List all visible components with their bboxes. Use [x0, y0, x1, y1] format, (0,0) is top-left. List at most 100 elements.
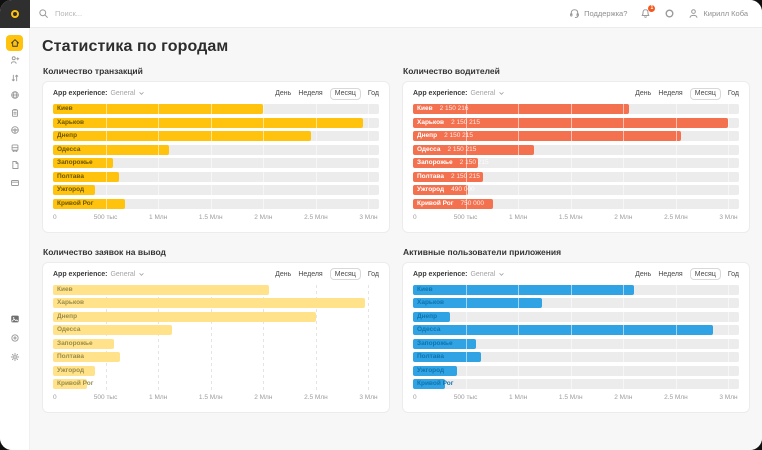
user-menu[interactable]: Кирилл Коба	[688, 8, 748, 19]
bar[interactable]: Киев 2 150 216	[413, 104, 629, 114]
bar-value: 2 150 215	[451, 118, 480, 126]
axis-tick-label: 2.5 Млн	[664, 394, 688, 401]
tab-год[interactable]: Год	[727, 90, 739, 97]
tab-месяц[interactable]: Месяц	[329, 87, 361, 100]
bar[interactable]: Днепр	[53, 131, 311, 141]
bar[interactable]: Одесса	[53, 144, 169, 155]
tab-день[interactable]: День	[275, 270, 292, 278]
tab-неделя[interactable]: Неделя	[658, 270, 683, 278]
bar[interactable]: Полтава 2 150 215	[413, 171, 484, 182]
bar[interactable]: Днепр	[413, 311, 450, 322]
bar[interactable]: Полтава	[53, 352, 121, 362]
bar-row: Одесса	[53, 144, 379, 155]
sidebar-item-transfer-arrows[interactable]	[6, 70, 23, 86]
bar[interactable]: Одесса 2 150 215	[413, 144, 534, 155]
bar[interactable]: Запорожье	[413, 338, 477, 349]
bar[interactable]: Кривой Рог	[413, 379, 453, 389]
bar[interactable]: Запорожье	[53, 338, 114, 349]
tab-день[interactable]: День	[635, 270, 652, 278]
bar[interactable]: Запорожье 2 150 215	[413, 158, 489, 168]
axis-tick-label: 1.5 Млн	[198, 213, 223, 221]
app-experience-filter[interactable]: App experience: General	[413, 90, 505, 97]
search-box[interactable]	[38, 8, 569, 19]
bar[interactable]: Ужгород	[53, 185, 96, 195]
tab-день[interactable]: День	[635, 90, 652, 97]
axis-tick-label: 2 Млн	[614, 213, 633, 221]
notifications-button[interactable]: 1	[640, 5, 656, 19]
bar[interactable]: Харьков 2 150 215	[413, 117, 729, 128]
tab-месяц[interactable]: Месяц	[689, 268, 721, 280]
bar-plot: Киев 2 150 216 Харьков 2 150 215 Днепр 2 150 …	[413, 104, 739, 225]
bar[interactable]: Киев	[413, 284, 634, 295]
sidebar-item-bus[interactable]	[6, 140, 23, 156]
sidebar-item-clipboard[interactable]	[6, 105, 23, 121]
bar[interactable]: Харьков	[413, 298, 543, 308]
bar-row: Харьков	[53, 298, 379, 308]
app-experience-filter[interactable]: App experience: General	[53, 90, 145, 97]
tab-месяц[interactable]: Месяц	[329, 268, 361, 280]
bar[interactable]: Днепр	[53, 311, 316, 322]
axis-tick-label: 3 Млн	[359, 213, 378, 221]
sidebar-item-globe[interactable]	[6, 87, 23, 103]
bar[interactable]: Запорожье	[53, 158, 113, 168]
bar-city-label: Одесса	[57, 145, 81, 153]
sidebar-item-home[interactable]	[6, 34, 23, 51]
tab-неделя[interactable]: Неделя	[658, 90, 683, 97]
bar[interactable]: Днепр 2 150 215	[413, 131, 682, 141]
tab-год[interactable]: Год	[727, 270, 739, 278]
app-experience-filter[interactable]: App experience: General	[413, 271, 505, 278]
sidebar-item-image[interactable]	[6, 311, 23, 327]
sidebar-item-document[interactable]	[6, 157, 23, 173]
bar-value: 2 150 215	[444, 132, 473, 139]
transfer-arrows-icon	[10, 73, 20, 83]
sidebar-item-circle-dot[interactable]	[6, 330, 23, 346]
add-user-icon	[10, 55, 20, 65]
bar[interactable]: Кривой Рог	[53, 379, 93, 389]
bar-plot: Киев Харьков Днепр Одесса Запорожье Полтава Уж…	[53, 284, 379, 406]
app-experience-filter[interactable]: App experience: General	[53, 271, 145, 278]
bar-city-label: Одесса	[57, 326, 81, 333]
bar[interactable]: Кривой Рог 750 000	[413, 198, 493, 209]
bar[interactable]: Харьков	[53, 117, 364, 128]
bar[interactable]: Ужгород 490 000	[413, 185, 475, 195]
sidebar-item-card[interactable]	[6, 175, 23, 191]
tab-неделя[interactable]: Неделя	[298, 90, 323, 97]
bar[interactable]: Киев	[53, 284, 269, 295]
tab-неделя[interactable]: Неделя	[298, 270, 323, 278]
bar[interactable]: Харьков	[53, 298, 366, 308]
tab-месяц[interactable]: Месяц	[689, 87, 721, 100]
app-experience-value: General	[110, 270, 136, 278]
app-logo[interactable]	[0, 0, 30, 28]
axis-tick-label: 3 Млн	[359, 394, 378, 401]
bar-value: 2 150 215	[447, 145, 477, 153]
sidebar-item-settings-gear[interactable]	[6, 349, 23, 365]
bar[interactable]: Одесса	[53, 325, 172, 335]
axis-tick-label: 500 тыс	[453, 213, 478, 221]
search-input[interactable]	[53, 8, 273, 19]
bar[interactable]: Полтава	[53, 171, 120, 182]
bar[interactable]: Полтава	[413, 352, 482, 362]
bar[interactable]: Кривой Рог	[53, 198, 125, 209]
app-experience-label: App experience:	[53, 90, 108, 97]
support-button[interactable]: Поддержка?	[569, 8, 627, 19]
bar-city-label: Харьков	[417, 118, 445, 126]
tab-год[interactable]: Год	[367, 90, 379, 97]
circle-ring-icon[interactable]	[664, 8, 675, 19]
sidebar-item-add-user[interactable]	[6, 52, 23, 68]
bar[interactable]: Киев	[53, 104, 264, 114]
period-tabs: День Неделя Месяц Год	[275, 87, 379, 100]
chart-withdrawal-requests: Количество заявок на вывод App experience…	[42, 247, 390, 413]
bar-row: Харьков	[53, 117, 379, 128]
bar[interactable]: Ужгород	[53, 365, 96, 376]
bar-city-label: Одесса	[417, 145, 441, 153]
bar[interactable]: Ужгород	[413, 365, 458, 376]
bar-city-label: Киев	[417, 105, 433, 112]
axis-tick-label: 2 Млн	[614, 394, 633, 401]
bar-row: Ужгород	[413, 365, 739, 376]
bar[interactable]: Одесса	[413, 325, 713, 335]
tab-год[interactable]: Год	[367, 270, 379, 278]
sidebar-item-steering-wheel[interactable]	[6, 122, 23, 138]
chart-card: App experience: General День Неделя Месяц Год…	[42, 81, 390, 233]
tab-день[interactable]: День	[275, 90, 292, 97]
